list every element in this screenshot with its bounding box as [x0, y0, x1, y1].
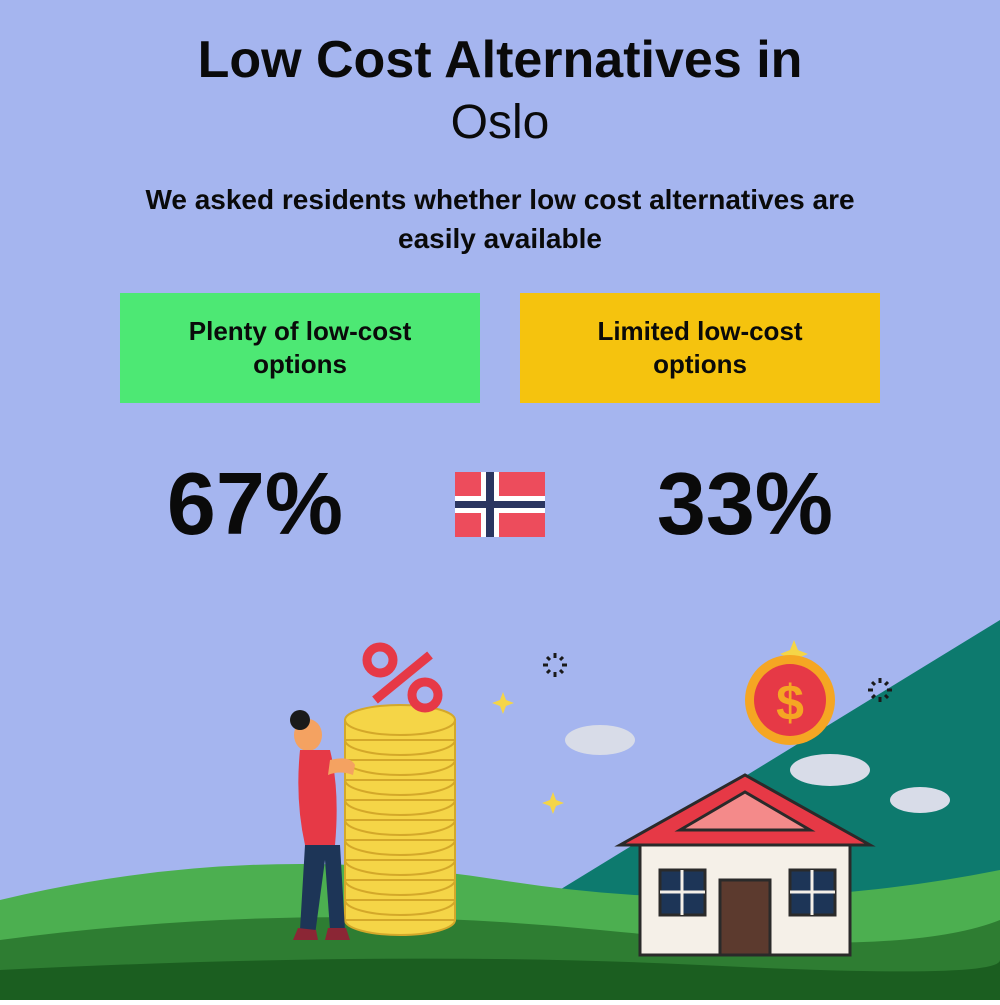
percentage-left: 67%	[95, 453, 415, 555]
percentages-row: 67% 33%	[0, 453, 1000, 555]
option-plenty: Plenty of low-cost options	[120, 293, 480, 403]
options-row: Plenty of low-cost options Limited low-c…	[0, 293, 1000, 403]
norway-flag-icon	[455, 472, 545, 537]
option-limited-label: Limited low-cost options	[550, 315, 850, 383]
svg-text:$: $	[776, 675, 804, 731]
subtitle: We asked residents whether low cost alte…	[0, 180, 1000, 258]
infographic-container: Low Cost Alternatives in Oslo We asked r…	[0, 0, 1000, 1000]
option-limited: Limited low-cost options	[520, 293, 880, 403]
option-plenty-label: Plenty of low-cost options	[150, 315, 450, 383]
percentage-right: 33%	[585, 453, 905, 555]
title-line2: Oslo	[0, 95, 1000, 150]
illustration: $	[0, 620, 1000, 1000]
title-line1: Low Cost Alternatives in	[0, 0, 1000, 90]
